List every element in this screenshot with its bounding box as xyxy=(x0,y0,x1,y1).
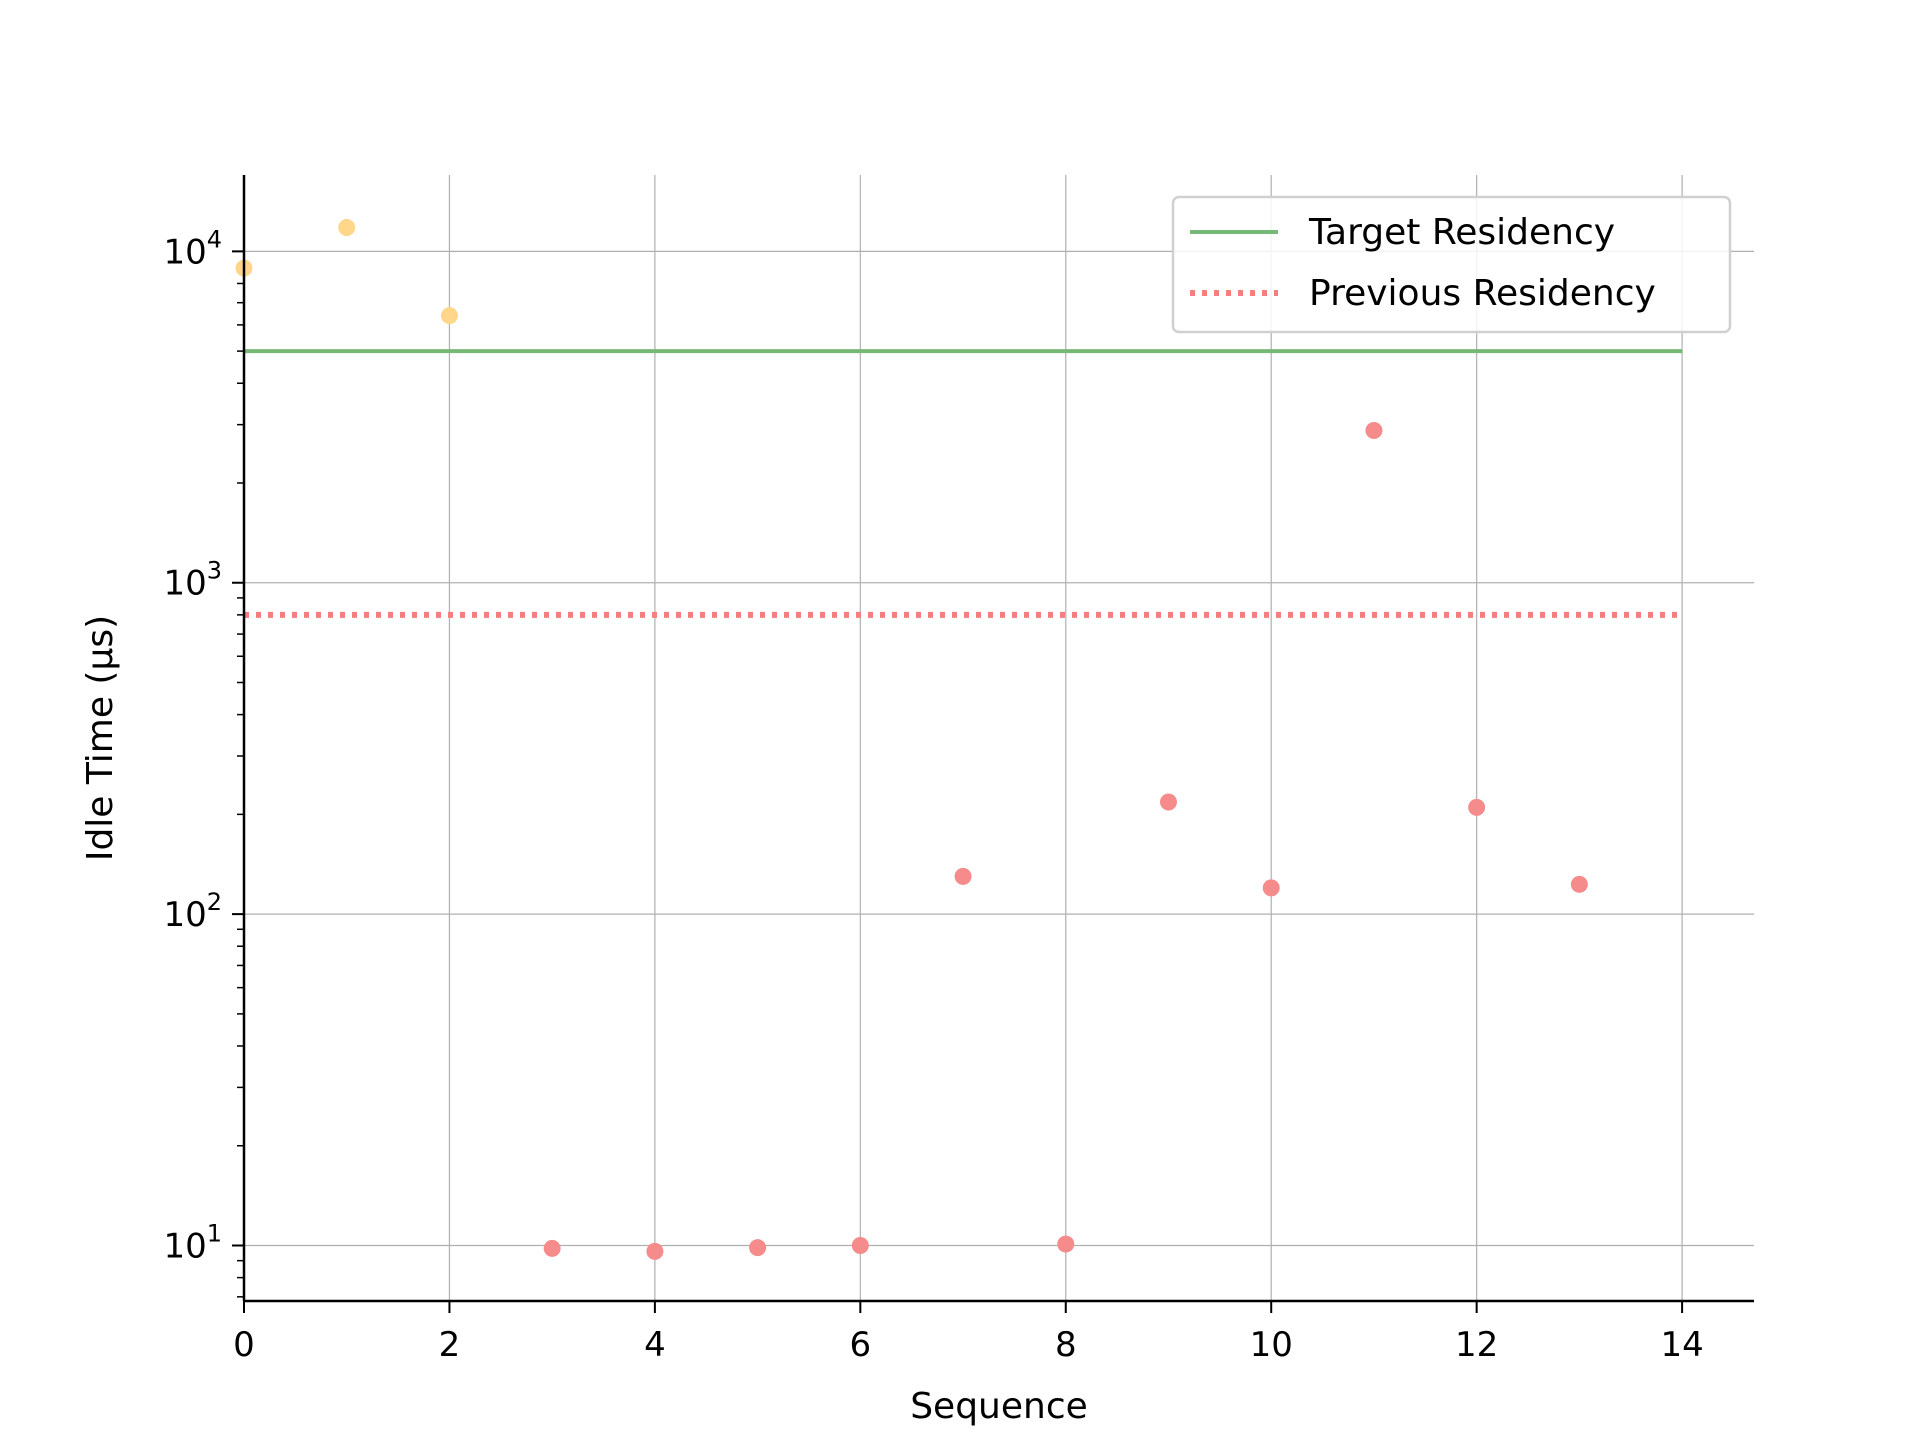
legend-box xyxy=(1171,195,1732,334)
data-point xyxy=(440,307,458,325)
x-tick-label: 2 xyxy=(439,1325,461,1365)
data-point xyxy=(1262,879,1280,897)
x-tick-label: 10 xyxy=(1250,1325,1293,1365)
y-tick-label: 101 xyxy=(163,1219,222,1266)
legend-label-previous-residency: Previous Residency xyxy=(1309,273,1656,314)
x-tick-label: 4 xyxy=(644,1325,666,1365)
y-tick-label: 103 xyxy=(163,557,222,604)
data-point xyxy=(1057,1235,1075,1253)
data-point xyxy=(749,1239,767,1257)
y-tick-label: 102 xyxy=(163,888,222,935)
y-axis-label: Idle Time (µs) xyxy=(80,615,121,861)
data-point xyxy=(954,867,972,885)
x-tick-label: 6 xyxy=(850,1325,872,1365)
y-tick-base: 10 xyxy=(163,1226,206,1266)
y-tick-label: 104 xyxy=(163,225,222,272)
legend: Target Residency Previous Residency xyxy=(1171,195,1732,334)
y-tick-exponent: 1 xyxy=(207,1219,222,1247)
y-tick-exponent: 3 xyxy=(207,557,222,585)
y-tick-base: 10 xyxy=(163,232,206,272)
data-point xyxy=(851,1236,869,1254)
legend-label-target-residency: Target Residency xyxy=(1308,212,1615,253)
axes xyxy=(242,175,1754,1303)
x-axis-label: Sequence xyxy=(910,1386,1088,1427)
x-ticks: 0 2 4 6 8 10 12 14 xyxy=(233,1301,1704,1365)
x-tick-label: 0 xyxy=(233,1325,255,1365)
data-points xyxy=(235,219,1588,1260)
grid xyxy=(243,175,1754,1301)
x-tick-label: 8 xyxy=(1055,1325,1077,1365)
y-tick-base: 10 xyxy=(163,895,206,935)
y-tick-exponent: 2 xyxy=(207,888,222,916)
data-point xyxy=(1365,422,1383,440)
data-point xyxy=(1468,798,1486,816)
residency-lines xyxy=(244,349,1683,618)
y-tick-exponent: 4 xyxy=(207,225,222,253)
data-point xyxy=(543,1239,561,1257)
data-point xyxy=(338,219,356,237)
x-tick-label: 14 xyxy=(1660,1325,1703,1365)
data-point xyxy=(646,1242,664,1260)
data-point xyxy=(1570,875,1588,893)
y-tick-base: 10 xyxy=(163,564,206,604)
x-tick-label: 12 xyxy=(1455,1325,1498,1365)
data-point xyxy=(1159,793,1177,811)
